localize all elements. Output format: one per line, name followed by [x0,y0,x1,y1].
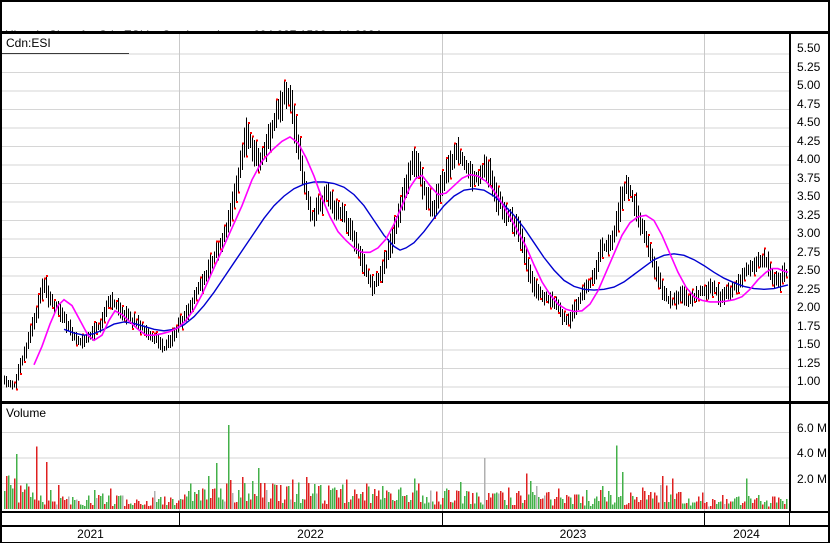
volume-plot [2,404,789,511]
price-tick-label: 5.00 [797,78,821,92]
price-tick-label: 5.50 [797,41,821,55]
year-label: 2024 [733,527,760,541]
volume-tick-label: 4.0 M [797,446,828,460]
symbol-underline [2,53,129,54]
chart-header: Historic Chart for Cdn:ESI by Stockwatch… [2,2,828,34]
volume-tick-label: 2.0 M [797,471,828,486]
price-axis: 5.50 5.25 5.00 4.75 4.50 4.25 4.00 3.75 3.50 3.25… [789,34,828,401]
year-tick-divider [179,513,180,525]
year-tick-divider [789,513,790,525]
price-tick-label: 3.25 [797,207,821,222]
price-tick-label: 2.50 [797,263,821,277]
volume-tick-label: 6.0 M [797,420,828,435]
symbol-label: Cdn:ESI [6,36,51,50]
price-panel: Cdn:ESI 5.50 5.25 5.00 4.75 4.50 4.25 4.00 3.75… [2,34,828,404]
price-tick-label: 3.75 [797,170,821,185]
price-tick-label: 3.00 [797,226,821,240]
price-tick-label: 1.25 [797,355,821,370]
price-tick-label: 3.50 [797,189,821,203]
year-tick-divider [704,513,705,525]
price-plot [2,34,789,401]
price-tick-label: 5.25 [797,59,821,74]
price-tick-label: 1.50 [797,337,821,351]
price-tick-label: 2.75 [797,244,821,259]
year-tick-divider [442,513,443,525]
year-label: 2022 [297,527,324,541]
x-axis-ticks [2,513,828,527]
price-tick-label: 1.75 [797,318,821,333]
price-tick-label: 4.00 [797,152,821,166]
price-tick-label: 4.25 [797,133,821,148]
price-tick-label: 1.00 [797,374,821,388]
year-label: 2021 [77,527,104,541]
price-tick-label: 2.00 [797,300,821,314]
volume-panel: Volume 6.0 M 4.0 M 2.0 M [2,404,828,513]
price-tick-label: 4.75 [797,96,821,111]
volume-axis: 6.0 M 4.0 M 2.0 M [789,404,828,511]
price-tick-label: 2.25 [797,281,821,296]
x-axis-year-labels: 2021 2022 2023 2024 [2,527,828,542]
header-title-line: Historic Chart for Cdn:ESI by Stockwatch… [5,29,828,32]
year-label: 2023 [559,527,587,541]
price-tick-label: 4.50 [797,115,821,129]
volume-label: Volume [6,406,47,420]
